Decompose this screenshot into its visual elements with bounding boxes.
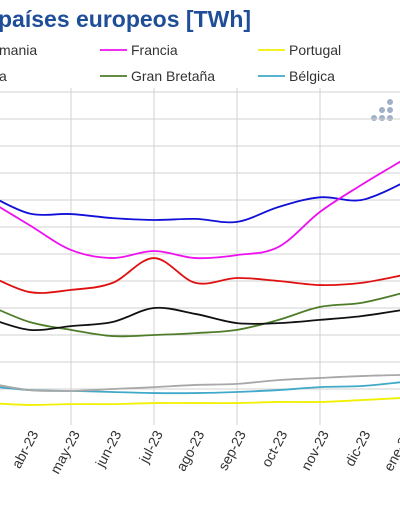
legend-label: Gran Bretaña	[131, 68, 215, 84]
x-tick-label: jul-23	[135, 427, 166, 466]
x-tick-label: jun-23	[92, 427, 125, 470]
x-tick-label: sep-23	[215, 427, 249, 472]
x-tick-label: abr-23	[8, 427, 41, 470]
x-tick-label: ago-23	[173, 427, 208, 473]
series-line	[0, 397, 400, 406]
x-tick-label: dic-23	[341, 427, 373, 468]
chart-title: países europeos [TWh]	[0, 6, 251, 32]
x-tick-label: oct-23	[258, 427, 290, 469]
series-line	[0, 183, 400, 224]
plot	[0, 160, 400, 406]
series-line	[0, 374, 400, 392]
x-tick-label: may-23	[47, 427, 83, 476]
legend-label: Bélgica	[289, 68, 335, 84]
series-line	[0, 257, 400, 294]
series-line	[0, 160, 400, 260]
logo	[371, 99, 393, 121]
legend-label: mania	[0, 42, 37, 58]
legend-label: a	[0, 68, 7, 84]
x-tick-label: ene-24	[380, 427, 400, 473]
series-line	[0, 306, 400, 332]
legend-label: Francia	[131, 42, 178, 58]
legend-label: Portugal	[289, 42, 341, 58]
x-tick-label: nov-23	[298, 427, 332, 472]
